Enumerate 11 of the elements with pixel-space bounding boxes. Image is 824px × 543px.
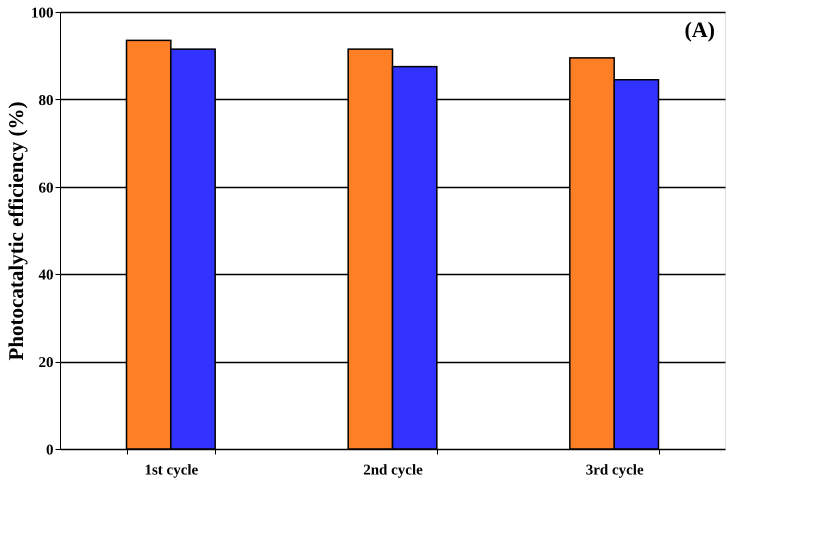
annotation: (A) bbox=[684, 17, 715, 42]
x-tick-label: 1st cycle bbox=[144, 462, 199, 478]
y-tick-label: 80 bbox=[38, 92, 54, 109]
y-tick-label: 0 bbox=[46, 442, 54, 458]
y-tick-label: 40 bbox=[38, 268, 54, 284]
y-tick-label: 20 bbox=[38, 355, 54, 372]
x-tick-label: 3rd cycle bbox=[586, 462, 644, 478]
x-tick-label: 2nd cycle bbox=[363, 462, 424, 478]
y-tick-label: 60 bbox=[38, 180, 54, 196]
y-axis-title: Photocatalytic efficiency (%) bbox=[4, 102, 28, 360]
y-tick-label: 100 bbox=[31, 6, 54, 22]
